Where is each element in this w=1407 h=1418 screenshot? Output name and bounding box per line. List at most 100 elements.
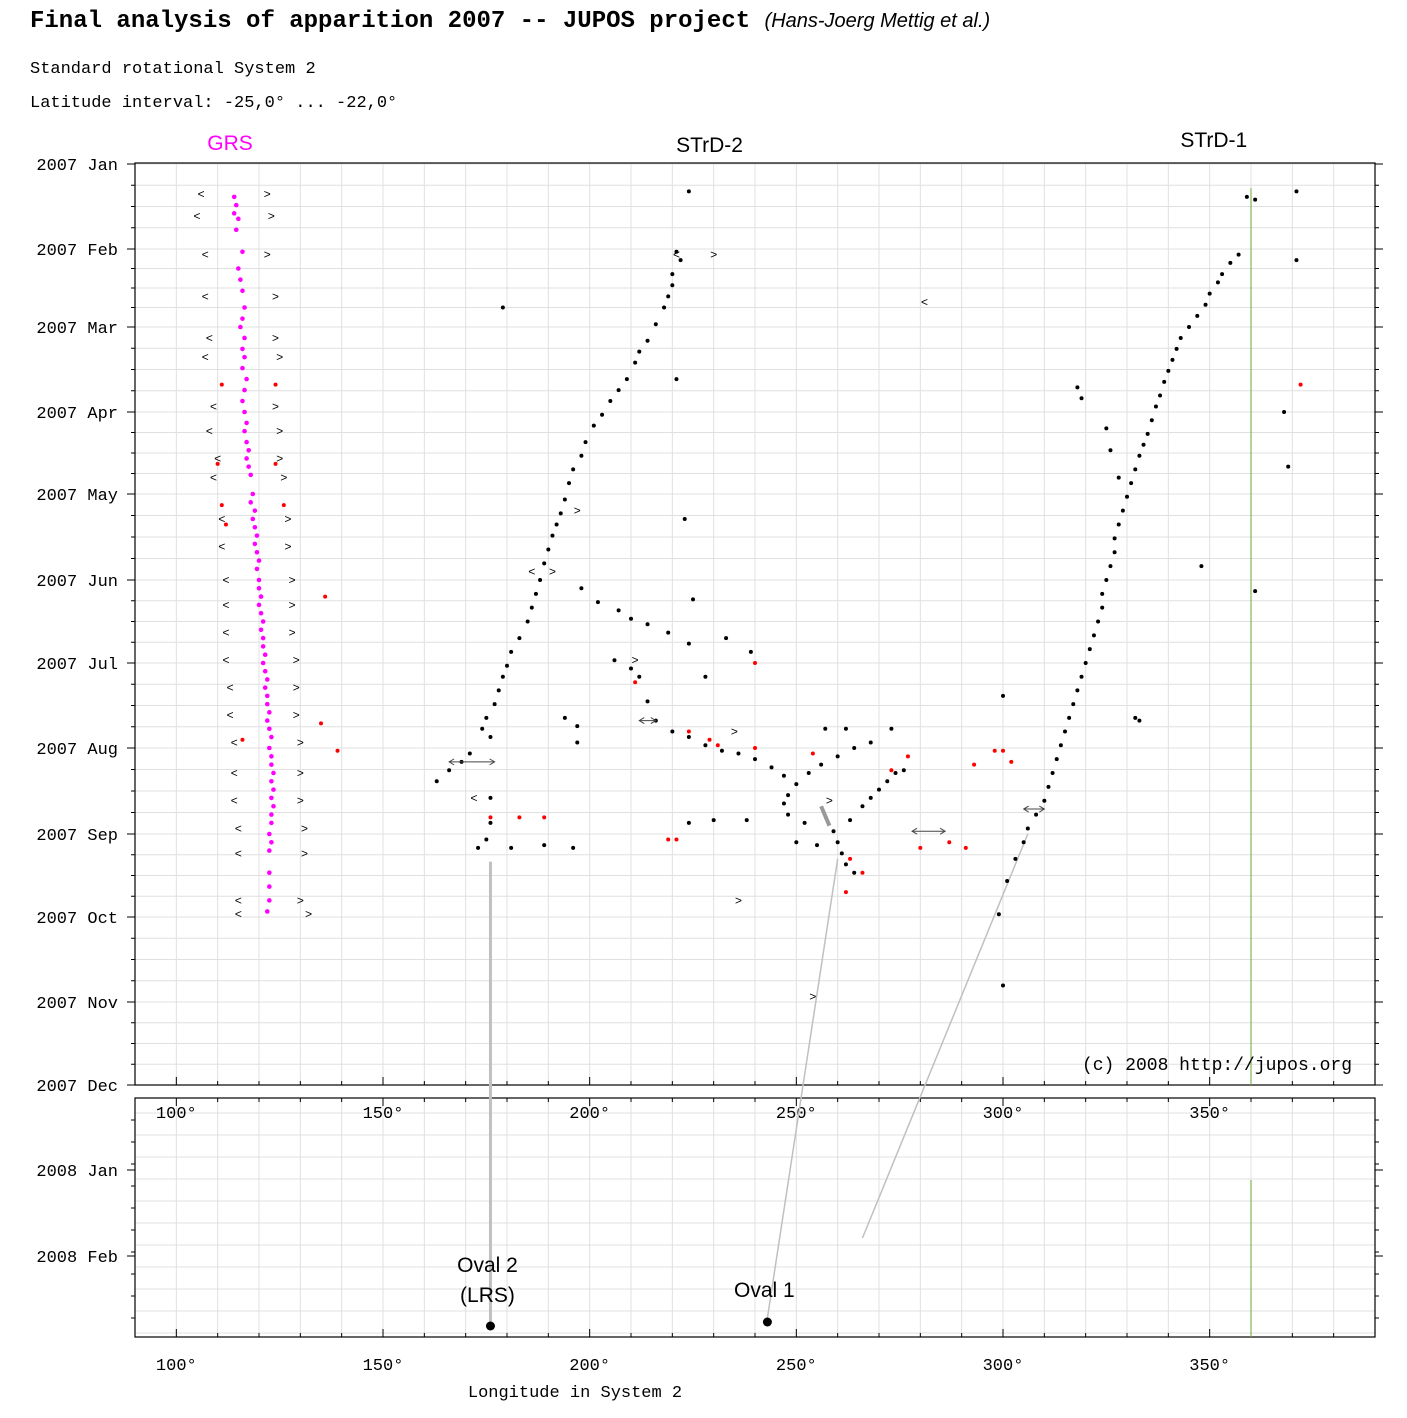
flagged-point [240, 737, 245, 742]
strd2-branch-point [794, 782, 799, 787]
strd1-point [1104, 426, 1109, 431]
grs-point [267, 870, 272, 876]
flagged-point [972, 762, 977, 767]
grs-point [254, 533, 260, 538]
strd2-branch-point [744, 818, 749, 823]
grs-point [269, 762, 274, 767]
strd2-point [542, 843, 547, 848]
strd2-branch-point [815, 843, 819, 848]
range-arrow-head-right [650, 717, 657, 725]
grs-left-edge-marker: < [210, 472, 217, 486]
strd2-point [600, 412, 605, 417]
grs-point [244, 376, 249, 382]
x-axis-label: Longitude in System 2 [468, 1384, 682, 1403]
strd2-point [645, 338, 650, 343]
drift-marker: > [809, 991, 816, 1005]
strd1-point [1108, 564, 1113, 569]
grs-point [267, 710, 272, 715]
strd1-point [1100, 605, 1105, 610]
flagged-point [1298, 382, 1303, 387]
y-tick-label: 2007 Feb [36, 242, 118, 261]
strd2-branch-point [781, 773, 786, 778]
flagged-point [319, 721, 323, 726]
flagged-point [323, 594, 328, 599]
strd1-point [1112, 550, 1117, 555]
strd2-branch-point [711, 818, 716, 823]
strd2-point [546, 547, 551, 552]
strd1-point [1215, 280, 1220, 285]
x-tick-label-lower: 250° [776, 1357, 817, 1376]
grs-point [260, 644, 266, 649]
range-arrow-head-left [1022, 805, 1029, 813]
strd2-branch-point [781, 801, 786, 806]
drift-marker: > [632, 654, 639, 668]
x-tick-label-upper: 300° [983, 1105, 1024, 1124]
drift-marker: < [528, 566, 535, 580]
strd1-point [1125, 494, 1129, 499]
grs-point [233, 202, 239, 208]
strd1-point [1108, 448, 1113, 453]
grs-point [256, 558, 262, 563]
grs-point [262, 685, 268, 690]
chart-title: Final analysis of apparition 2007 -- JUP… [30, 8, 990, 35]
strd2-point [608, 399, 613, 404]
strd1-point [1013, 856, 1018, 861]
grs-right-edge-marker: > [272, 332, 279, 346]
strd2-branch-point [612, 658, 617, 663]
grs-point [240, 398, 245, 404]
strd2-point [567, 481, 571, 486]
strd2-branch-point [682, 516, 687, 521]
grs-point [260, 635, 266, 641]
strd2-branch-point [703, 743, 708, 748]
strd1-point [1158, 393, 1163, 398]
strd1-point [1203, 302, 1208, 307]
strd2-point [637, 349, 642, 354]
strd2-branch-point [579, 586, 584, 591]
strd1-point [1079, 674, 1084, 679]
grs-point [269, 734, 274, 740]
range-arrow-head-left [638, 717, 645, 725]
strd1-point [1137, 453, 1142, 458]
strd2-branch-point [686, 820, 691, 825]
strd1-point [1228, 260, 1233, 265]
grs-left-edge-marker: < [235, 908, 242, 922]
grs-left-edge-marker: < [222, 654, 229, 668]
strd1-point [1091, 633, 1096, 638]
strd1-point [1153, 404, 1158, 409]
grs-point [252, 508, 258, 513]
grs-point [267, 745, 272, 751]
y-tick-label: 2007 Jul [36, 656, 118, 675]
grs-point [248, 472, 254, 478]
flagged-point [905, 754, 910, 759]
strd2-point [670, 272, 675, 277]
strd2-point [550, 533, 555, 538]
grs-point [269, 820, 274, 826]
strd1-point [1034, 812, 1039, 817]
grs-point [256, 577, 262, 583]
oval-marker [762, 1317, 772, 1327]
strd2-branch-point [835, 840, 840, 845]
flagged-point [335, 748, 340, 753]
strd2-branch-point [629, 666, 633, 671]
y-tick-label: 2007 Dec [36, 1078, 118, 1097]
grs-point [242, 387, 247, 393]
strd2-branch-point [637, 674, 642, 679]
grs-point [240, 346, 245, 352]
grs-point [231, 194, 237, 200]
grs-right-edge-marker: > [284, 513, 291, 527]
range-arrow-head-right [939, 827, 947, 835]
range-arrow-head-right [1039, 805, 1046, 813]
strd2-branch-point [786, 793, 791, 798]
grs-right-edge-marker: > [297, 737, 304, 751]
strd2-branch-point [645, 622, 650, 627]
grs-point [264, 909, 270, 914]
strd2-point [579, 453, 584, 458]
strd2-point [662, 305, 667, 310]
grs-point [246, 447, 251, 453]
strd1-point [1294, 189, 1299, 194]
grs-point [238, 324, 243, 330]
flagged-point [215, 461, 220, 466]
strd1-point [1087, 647, 1092, 652]
grs-left-edge-marker: < [222, 599, 229, 613]
